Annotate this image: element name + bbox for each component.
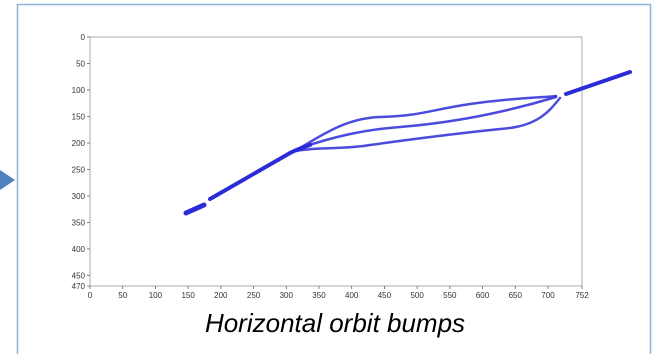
slide: Horizontal orbit bumps 0 50 100 150 200 250 30… [0, 0, 669, 354]
x-tick-label: 450 [378, 291, 392, 300]
x-tick-label: 50 [118, 291, 127, 300]
y-tick-label: 0 [81, 33, 86, 42]
y-tick-label: 150 [72, 112, 86, 121]
y-tick-label: 470 [72, 282, 86, 291]
x-tick-label: 752 [575, 291, 589, 300]
x-tick-label: 200 [214, 291, 228, 300]
y-tick-label: 350 [72, 218, 86, 227]
x-tick-label: 100 [149, 291, 163, 300]
x-tick-label: 300 [280, 291, 294, 300]
x-tick-label: 150 [181, 291, 195, 300]
x-tick-label: 700 [541, 291, 555, 300]
x-tick-label: 0 [88, 291, 93, 300]
x-tick-label: 550 [443, 291, 457, 300]
x-tick-label: 650 [509, 291, 523, 300]
x-tick-label: 250 [247, 291, 261, 300]
x-tick-label: 500 [410, 291, 424, 300]
x-tick-label: 400 [345, 291, 359, 300]
caption: Horizontal orbit bumps [205, 308, 465, 338]
y-tick-label: 100 [72, 86, 86, 95]
y-tick-label: 400 [72, 245, 86, 254]
page: Horizontal orbit bumps 0 50 100 150 200 250 30… [0, 0, 669, 354]
x-tick-label: 600 [476, 291, 490, 300]
y-tick-label: 250 [72, 165, 86, 174]
x-tick-label: 350 [312, 291, 326, 300]
y-tick-label: 50 [76, 59, 85, 68]
y-tick-label: 450 [72, 271, 86, 280]
y-tick-label: 300 [72, 192, 86, 201]
plot-area [90, 37, 582, 286]
arrow [0, 170, 15, 190]
y-tick-label: 200 [72, 139, 86, 148]
